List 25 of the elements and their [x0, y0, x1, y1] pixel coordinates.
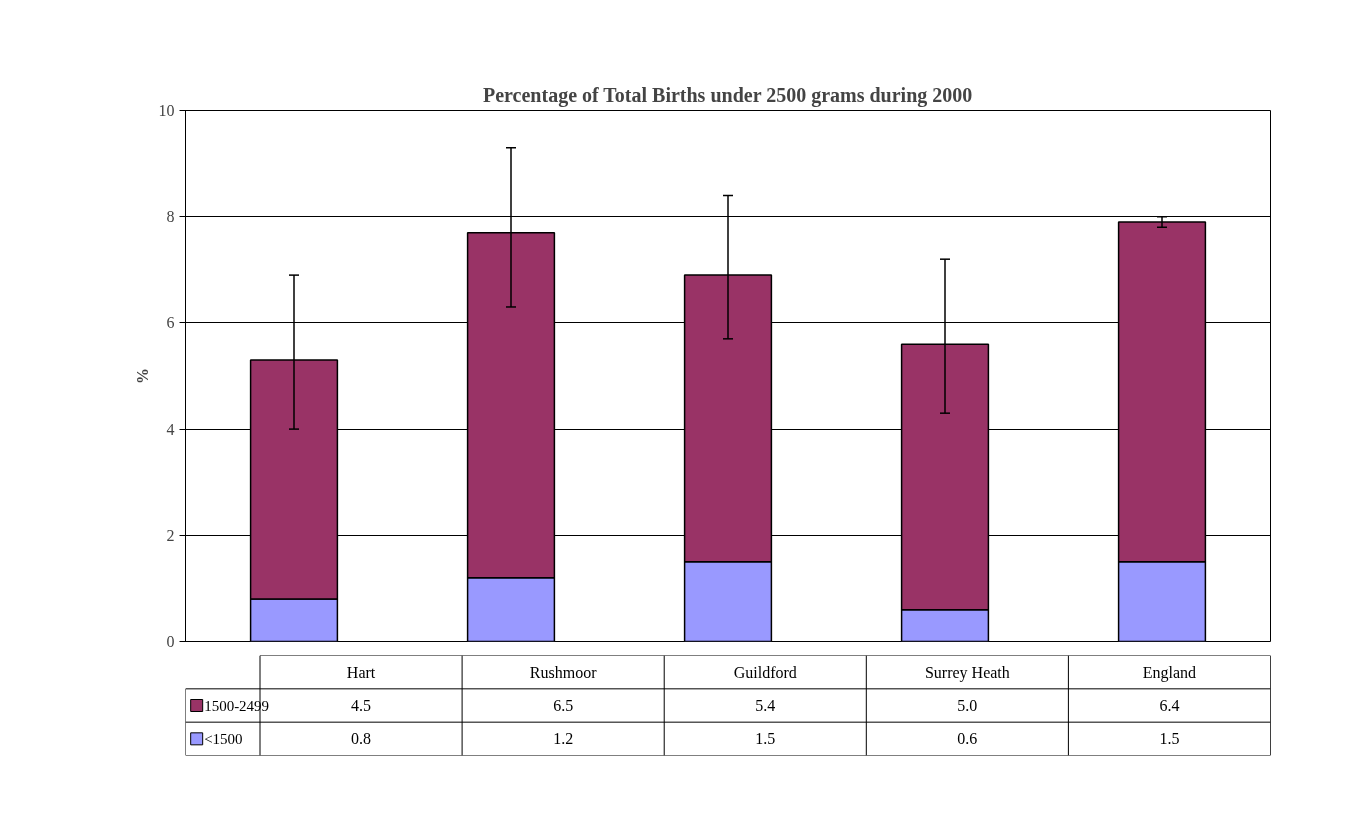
legend-label: <1500: [204, 730, 243, 747]
data-label: 0.8: [351, 730, 372, 748]
y-tick-label: 0: [166, 633, 175, 650]
data-label: 0.6: [957, 730, 978, 748]
data-label: 1.5: [755, 730, 776, 748]
x-tick-label: Hart: [346, 663, 376, 681]
x-tick-label: England: [1142, 663, 1197, 682]
data-label: 6.4: [1159, 697, 1180, 714]
y-tick-label: 10: [158, 102, 175, 119]
x-tick-label: Guildford: [733, 663, 797, 681]
data-label: 1.2: [553, 730, 574, 748]
data-label: 6.5: [553, 697, 574, 714]
y-tick-label: 2: [166, 526, 175, 544]
data-label: 5.4: [755, 697, 776, 714]
y-tick-label: 4: [166, 420, 175, 438]
data-label: 5.0: [957, 697, 978, 714]
data-label: 4.5: [351, 697, 372, 714]
y-axis-title: %: [133, 368, 151, 384]
x-tick-label: Surrey Heath: [924, 663, 1010, 682]
data-label: 1.5: [1159, 730, 1180, 748]
x-tick-label: Rushmoor: [529, 663, 598, 681]
legend-label: 1500-2499: [204, 697, 270, 714]
chart-title: Percentage of Total Births under 2500 grams during 2000: [483, 83, 973, 107]
y-tick-label: 8: [166, 208, 175, 226]
y-tick-label: 6: [166, 314, 175, 332]
